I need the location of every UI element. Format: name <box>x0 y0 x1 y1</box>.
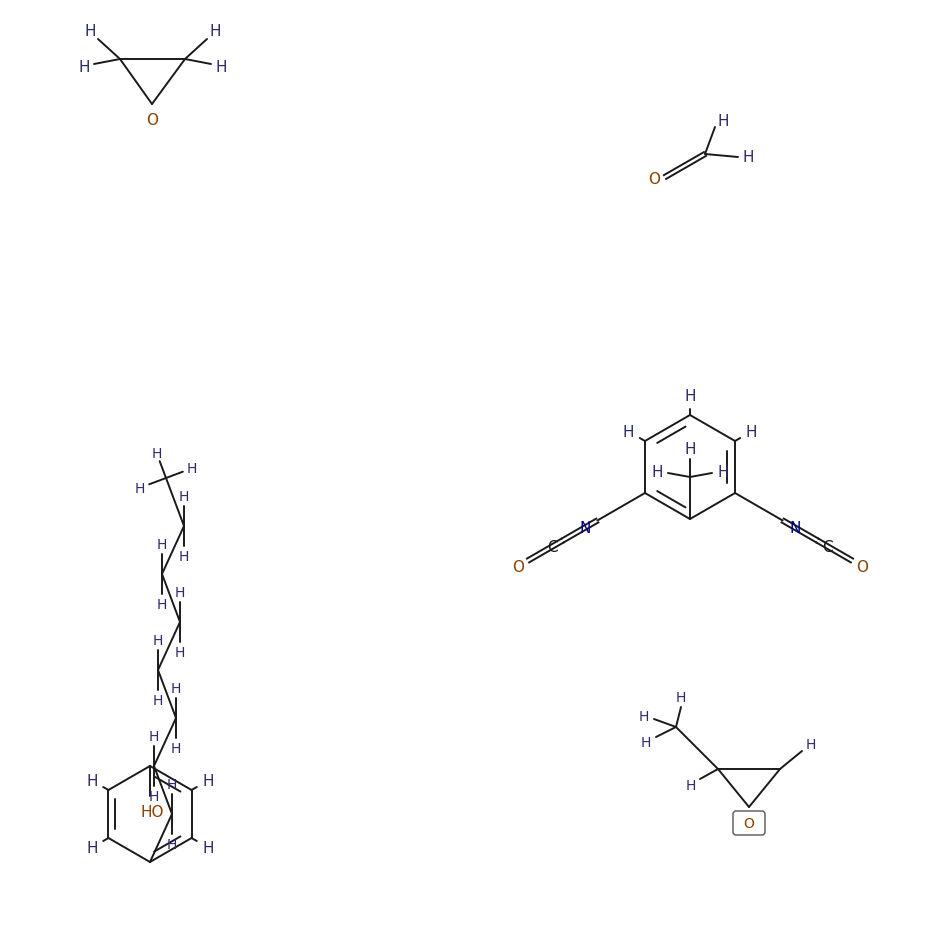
Text: H: H <box>805 737 816 751</box>
Text: H: H <box>175 646 185 659</box>
Text: O: O <box>648 173 659 187</box>
Text: H: H <box>178 490 189 503</box>
Text: H: H <box>187 462 197 476</box>
Text: H: H <box>78 60 90 76</box>
Text: H: H <box>683 389 695 404</box>
Text: N: N <box>579 520 590 535</box>
Text: H: H <box>745 425 756 440</box>
Text: H: H <box>148 729 159 743</box>
Text: O: O <box>511 560 523 574</box>
Text: H: H <box>171 741 181 755</box>
Text: H: H <box>650 465 662 480</box>
Text: H: H <box>157 537 167 551</box>
Text: H: H <box>675 690 685 704</box>
Text: H: H <box>209 25 221 40</box>
Text: H: H <box>741 150 753 165</box>
Text: H: H <box>171 682 181 696</box>
Text: H: H <box>151 447 161 461</box>
Text: O: O <box>145 113 158 128</box>
Text: H: H <box>175 585 185 599</box>
Text: H: H <box>622 425 633 440</box>
Text: H: H <box>685 778 696 792</box>
Text: H: H <box>640 735 650 750</box>
Text: H: H <box>178 549 189 564</box>
Text: O: O <box>855 560 868 574</box>
Text: N: N <box>788 520 800 535</box>
Text: C: C <box>821 539 832 554</box>
Text: H: H <box>148 789 159 803</box>
Text: H: H <box>84 25 95 40</box>
Text: H: H <box>86 840 97 855</box>
Text: H: H <box>716 465 728 480</box>
Text: H: H <box>638 709 649 723</box>
Text: H: H <box>683 442 695 457</box>
Text: H: H <box>157 598 167 612</box>
Text: O: O <box>743 817 753 830</box>
Text: HO: HO <box>140 804 163 819</box>
Text: C: C <box>547 539 557 554</box>
Text: H: H <box>202 773 213 788</box>
Text: H: H <box>167 777 177 791</box>
Text: H: H <box>716 114 728 129</box>
Text: H: H <box>215 60 227 76</box>
Text: H: H <box>167 837 177 851</box>
Text: H: H <box>153 693 163 707</box>
Text: H: H <box>86 773 97 788</box>
Text: H: H <box>153 633 163 648</box>
Text: H: H <box>134 481 144 496</box>
Text: H: H <box>202 840 213 855</box>
